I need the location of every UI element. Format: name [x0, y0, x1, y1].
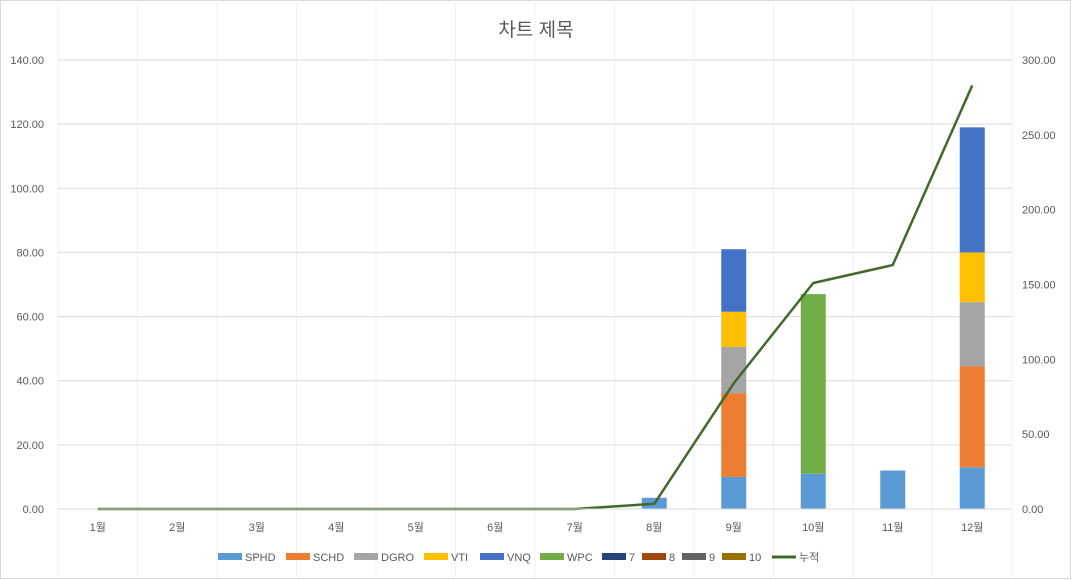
legend-swatch-9	[682, 553, 706, 560]
left-axis: 0.00 20.00 40.00 60.00 80.00 100.00 120.00 140.…	[10, 55, 44, 516]
legend-label: 9	[709, 552, 715, 564]
bar-segment-sphd	[721, 476, 747, 509]
legend-swatch-schd	[286, 553, 310, 560]
legend-swatch-vnq	[480, 553, 504, 560]
legend-label: WPC	[567, 552, 593, 564]
legend-swatch-wpc	[540, 553, 564, 560]
left-tick-label: 40.00	[16, 376, 44, 388]
legend-label: 7	[629, 552, 635, 564]
bar-segment-wpc	[800, 294, 826, 474]
right-tick-label: 100.00	[1022, 354, 1056, 366]
x-tick-label: 8월	[646, 521, 662, 534]
legend-swatch-7	[602, 553, 626, 560]
legend-swatch-sphd	[218, 553, 242, 560]
right-tick-label: 300.00	[1022, 55, 1056, 67]
legend-label: 10	[749, 552, 761, 564]
legend-swatch-vti	[424, 553, 448, 560]
legend-label: 누적	[799, 551, 819, 564]
right-tick-label: 50.00	[1022, 429, 1050, 441]
bar-segment-sphd	[800, 473, 826, 509]
left-tick-label: 100.00	[10, 183, 44, 195]
legend-label: VTI	[451, 552, 468, 564]
bar-segment-schd	[721, 393, 747, 477]
legend: SPHD SCHD DGRO VTI VNQ WPC 7 8 9 10 누적	[218, 551, 819, 564]
x-tick-label: 1월	[90, 521, 106, 534]
bar-segment-schd	[959, 366, 985, 468]
legend-swatch-8	[642, 553, 666, 560]
bars	[641, 127, 985, 509]
left-tick-label: 140.00	[10, 55, 44, 67]
legend-label: VNQ	[507, 552, 531, 564]
bar-segment-sphd	[880, 470, 906, 509]
right-tick-label: 150.00	[1022, 280, 1056, 292]
x-tick-label: 2월	[169, 521, 185, 534]
right-axis: 0.00 50.00 100.00 150.00 200.00 250.00 300.00	[1022, 55, 1056, 516]
right-tick-label: 0.00	[1022, 504, 1043, 516]
x-tick-label: 10월	[802, 521, 824, 534]
left-tick-label: 60.00	[16, 312, 44, 324]
left-tick-label: 0.00	[23, 504, 44, 516]
bar-segment-sphd	[959, 467, 985, 509]
bar-segment-dgro	[959, 302, 985, 367]
legend-label: 8	[669, 552, 675, 564]
bar-segment-vti	[959, 252, 985, 303]
legend-label: SPHD	[245, 552, 276, 564]
bar-segment-dgro	[721, 347, 747, 394]
legend-swatch-10	[722, 553, 746, 560]
x-tick-label: 6월	[487, 521, 503, 534]
x-tick-label: 9월	[726, 521, 742, 534]
x-tick-label: 7월	[567, 521, 583, 534]
x-tick-label: 12월	[961, 521, 983, 534]
legend-label: SCHD	[313, 552, 344, 564]
right-tick-label: 200.00	[1022, 205, 1056, 217]
bar-segment-vnq	[721, 249, 747, 312]
legend-swatch-dgro	[354, 553, 378, 560]
x-tick-label: 5월	[408, 521, 424, 534]
x-axis: 1월 2월 3월 4월 5월 6월 7월 8월 9월 10월 11월 12월	[58, 508, 1012, 534]
gridlines	[57, 0, 1013, 579]
bar-segment-vnq	[959, 127, 985, 253]
x-tick-label: 3월	[249, 521, 265, 534]
x-tick-label: 4월	[328, 521, 344, 534]
left-tick-label: 20.00	[16, 440, 44, 452]
legend-label: DGRO	[381, 552, 414, 564]
right-tick-label: 250.00	[1022, 130, 1056, 142]
x-tick-label: 11월	[882, 521, 904, 534]
chart-title: 차트 제목	[498, 19, 573, 41]
left-tick-label: 80.00	[16, 247, 44, 259]
left-tick-label: 120.00	[10, 119, 44, 131]
bar-segment-vti	[721, 311, 747, 348]
